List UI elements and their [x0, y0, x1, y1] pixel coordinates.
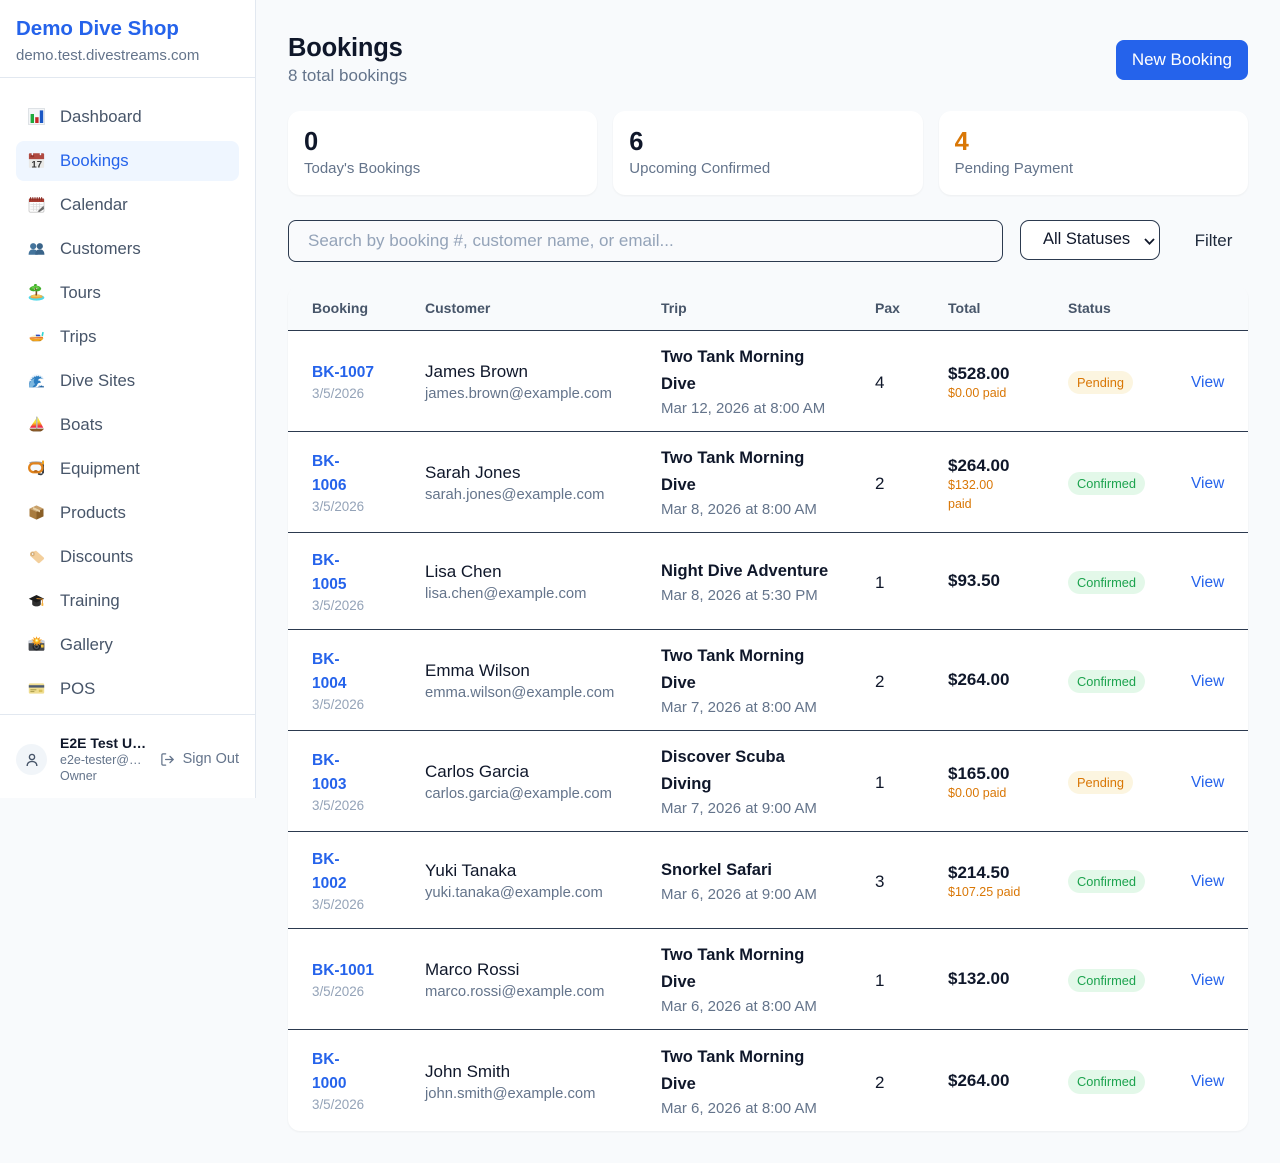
svg-text:17: 17: [31, 159, 42, 169]
